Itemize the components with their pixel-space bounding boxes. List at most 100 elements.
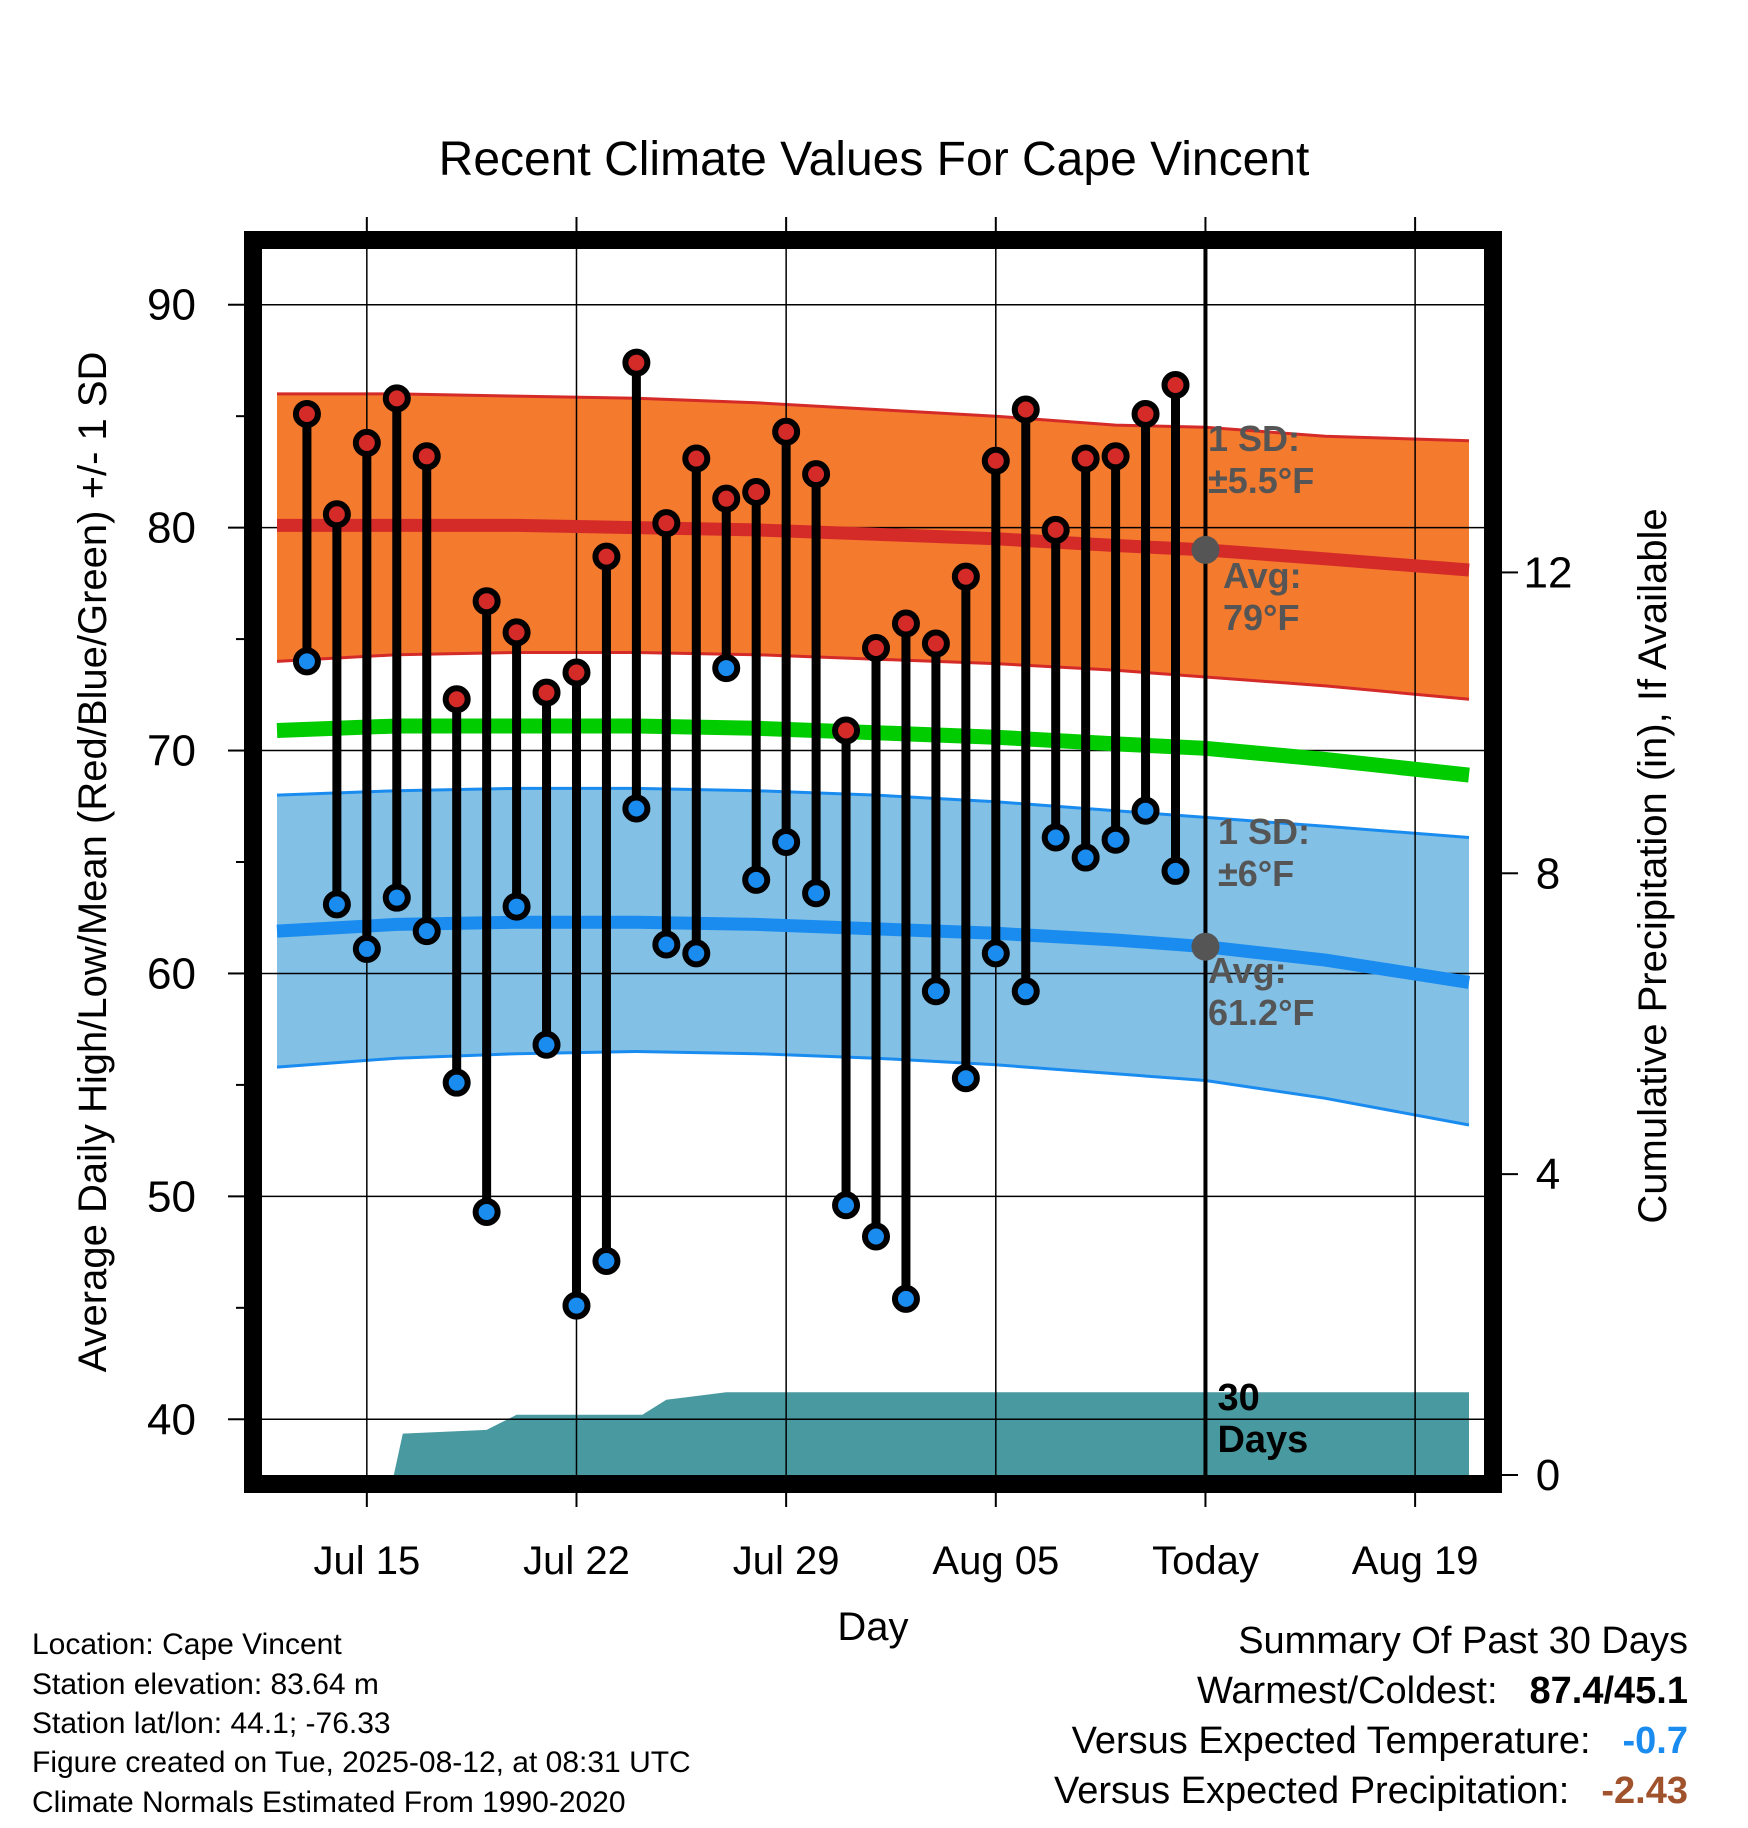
obs-high-point-4 [382,384,411,413]
x-axis-label: Day [837,1605,908,1649]
obs-low-point-18 [802,879,831,908]
annotation-high-avg-0: Avg: [1223,555,1302,596]
x-tick-label-31: Today [1152,1539,1259,1583]
annotation-high-sd-0: 1 SD: [1208,418,1300,459]
y2-axis-label: Cumulative Precipitation (in), If Availa… [1631,508,1675,1223]
obs-high-point-15 [712,484,741,513]
y-tick-label-40: 40 [147,1395,196,1444]
obs-high-point-1 [292,399,321,428]
obs-high-point-12 [622,348,651,377]
summary-temperature-label: Versus Expected Temperature: [1071,1720,1591,1762]
x-tick-label-38: Aug 19 [1352,1539,1479,1583]
footer-latlon: Station lat/lon: 44.1; -76.33 [32,1707,391,1740]
high-sd-band [277,393,1469,700]
obs-low-point-26 [1041,823,1070,852]
obs-high-point-22 [921,629,950,658]
obs-low-point-4 [382,883,411,912]
high-sd-upper-edge [277,392,1470,443]
annotation-high-sd-1: ±5.5°F [1208,460,1314,501]
obs-high-point-18 [802,460,831,489]
y2-tick-label-4: 4 [1536,1150,1560,1199]
y2-tick-label-12: 12 [1524,548,1573,597]
obs-high-point-9 [532,678,561,707]
obs-high-point-26 [1041,515,1070,544]
summary-warm-cold-label: Warmest/Coldest: [1196,1670,1498,1712]
obs-high-point-2 [322,500,351,529]
summary-temperature: Versus Expected Temperature: -0.7 [1072,1720,1688,1763]
obs-low-point-24 [981,939,1010,968]
obs-low-point-15 [712,654,741,683]
obs-low-point-2 [322,890,351,919]
obs-low-point-7 [472,1197,501,1226]
x-tick-label-17: Jul 29 [733,1539,840,1583]
obs-high-point-19 [832,716,861,745]
obs-low-point-1 [292,647,321,676]
y-tick-label-70: 70 [147,727,196,776]
y-tick-label-50: 50 [147,1172,196,1221]
normal-high-line [277,518,1470,577]
obs-high-point-6 [442,685,471,714]
summary-warm-cold-value: 87.4/45.1 [1529,1670,1688,1712]
obs-low-point-17 [772,827,801,856]
obs-low-point-11 [592,1247,621,1276]
obs-high-point-11 [592,542,621,571]
obs-low-point-9 [532,1030,561,1059]
obs-high-point-17 [772,417,801,446]
obs-low-point-21 [891,1284,920,1313]
y-axis-label: Average Daily High/Low/Mean (Red/Blue/Gr… [71,352,115,1373]
obs-low-point-25 [1011,977,1040,1006]
annotation-low-sd-0: 1 SD: [1218,811,1310,852]
footer-created: Figure created on Tue, 2025-08-12, at 08… [32,1746,691,1779]
chart-title: Recent Climate Values For Cape Vincent [438,133,1310,186]
obs-low-point-16 [742,865,771,894]
obs-high-point-27 [1071,444,1100,473]
obs-low-point-23 [951,1064,980,1093]
x-tick-label-24: Aug 05 [932,1539,1059,1583]
axes: 40 50 60 70 80 90 0 4 8 12 Jul 15 Jul 22 Jul 29 Aug 0… [71,217,1675,1649]
y-tick-label-60: 60 [147,949,196,998]
obs-high-point-5 [412,442,441,471]
obs-high-point-3 [352,428,381,457]
obs-low-point-14 [682,939,711,968]
precipitation-area [277,1392,1469,1475]
today-days-label-number: 30 [1217,1377,1259,1419]
obs-low-point-28 [1101,825,1130,854]
obs-low-point-12 [622,794,651,823]
summary-precipitation: Versus Expected Precipitation: -2.43 [1054,1770,1688,1813]
annotation-low-sd-1: ±6°F [1218,853,1294,894]
y2-tick-label-0: 0 [1536,1451,1560,1500]
annotation-low-avg-1: 61.2°F [1208,992,1314,1033]
cumulative-precipitation-area [277,1392,1469,1475]
annotation-high-avg-1: 79°F [1223,597,1299,638]
x-tick-label-10: Jul 22 [523,1539,630,1583]
summary-precipitation-label: Versus Expected Precipitation: [1053,1770,1570,1812]
obs-low-point-30 [1161,856,1190,885]
obs-high-point-13 [652,509,681,538]
summary-warm-cold: Warmest/Coldest: 87.4/45.1 [1197,1670,1688,1713]
footer-elevation: Station elevation: 83.64 m [32,1668,379,1701]
obs-high-point-30 [1161,370,1190,399]
obs-low-point-19 [832,1191,861,1220]
observation-stems [302,362,1181,1306]
footer-location: Location: Cape Vincent [32,1628,342,1661]
x-tick-label-3: Jul 15 [313,1539,420,1583]
obs-high-point-10 [562,658,591,687]
obs-low-point-29 [1131,796,1160,825]
obs-low-point-10 [562,1291,591,1320]
obs-low-point-13 [652,930,681,959]
obs-low-point-5 [412,917,441,946]
obs-low-point-27 [1071,843,1100,872]
obs-high-point-28 [1101,442,1130,471]
obs-high-point-16 [742,477,771,506]
y-tick-label-90: 90 [147,281,196,330]
obs-high-point-21 [891,609,920,638]
obs-high-point-20 [861,634,890,663]
obs-low-point-3 [352,934,381,963]
y2-tick-label-8: 8 [1536,849,1560,898]
today-low-average-dot [1191,932,1220,961]
plot-border [244,231,1502,1493]
plot-frame [244,231,1502,1493]
footer-normals: Climate Normals Estimated From 1990-2020 [32,1786,626,1819]
